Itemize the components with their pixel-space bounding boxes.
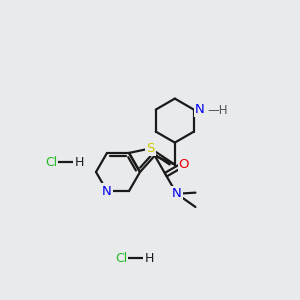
Text: O: O [178, 158, 189, 171]
Text: N: N [195, 103, 205, 116]
Text: N: N [102, 184, 112, 198]
Text: N: N [172, 187, 182, 200]
Text: H: H [144, 251, 154, 265]
Text: H: H [74, 155, 84, 169]
Text: —H: —H [208, 104, 228, 117]
Text: Cl: Cl [115, 251, 127, 265]
Text: S: S [146, 142, 155, 155]
Text: Cl: Cl [45, 155, 57, 169]
